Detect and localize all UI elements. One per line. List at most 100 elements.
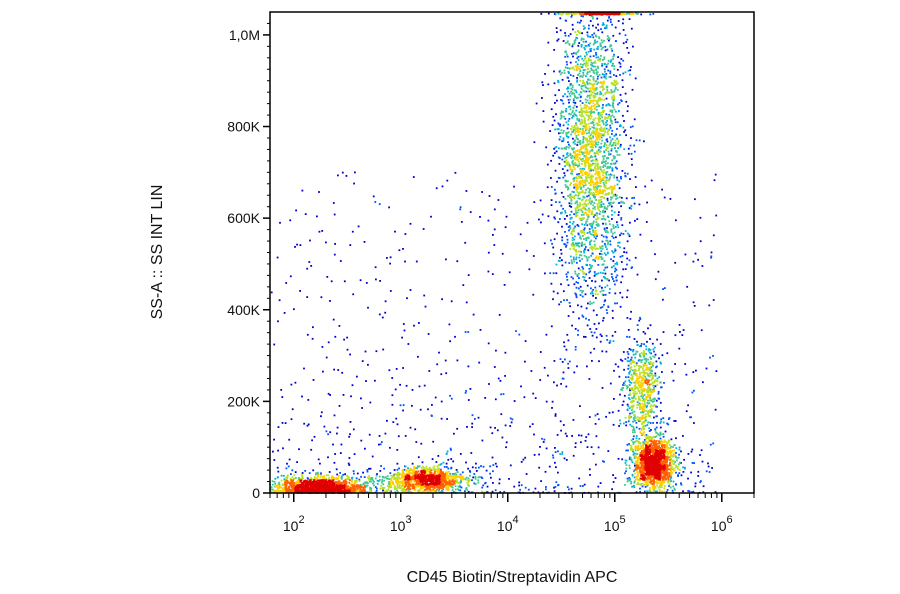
event-point: [584, 272, 586, 275]
event-point: [588, 117, 590, 119]
event-point: [613, 250, 616, 253]
event-point: [505, 215, 508, 218]
event-point: [592, 309, 595, 312]
event-point: [583, 227, 586, 230]
event-point: [608, 113, 611, 116]
event-point: [605, 172, 607, 175]
event-point: [589, 96, 592, 99]
event-point: [646, 389, 649, 392]
event-point: [365, 282, 368, 284]
event-point: [501, 252, 504, 255]
event-point: [605, 229, 608, 232]
event-point: [583, 335, 585, 338]
event-point: [611, 129, 614, 132]
event-point: [552, 115, 555, 118]
event-point: [699, 216, 702, 219]
event-point: [415, 485, 418, 487]
event-point: [445, 488, 448, 491]
event-point: [405, 384, 408, 387]
event-point: [630, 458, 633, 461]
event-point: [568, 164, 571, 166]
event-point: [553, 360, 556, 362]
event-point: [687, 453, 690, 455]
event-point: [607, 130, 609, 132]
event-point: [583, 119, 586, 121]
event-point: [585, 75, 587, 78]
event-point: [465, 487, 467, 490]
event-point: [557, 484, 560, 486]
event-point: [597, 81, 600, 84]
event-point: [641, 389, 644, 392]
event-point: [576, 141, 579, 144]
event-point: [513, 400, 516, 402]
event-point: [460, 481, 462, 483]
event-point: [644, 486, 647, 488]
event-point: [609, 339, 612, 342]
event-point: [398, 474, 401, 477]
event-point: [637, 344, 639, 346]
event-point: [641, 399, 644, 402]
event-point: [494, 489, 497, 492]
event-point: [281, 422, 284, 424]
event-point: [697, 258, 699, 261]
event-point: [562, 132, 564, 134]
event-point: [585, 155, 588, 157]
event-point: [587, 249, 590, 252]
event-point: [627, 479, 630, 481]
event-point: [583, 243, 586, 246]
event-point: [492, 464, 495, 466]
event-point: [578, 175, 581, 178]
event-point: [589, 188, 591, 191]
event-point: [647, 387, 649, 389]
event-point: [651, 487, 654, 489]
event-point: [583, 276, 586, 279]
event-point: [571, 45, 574, 48]
event-point: [609, 166, 612, 168]
event-point: [571, 155, 574, 157]
event-point: [592, 102, 595, 105]
event-point: [598, 360, 600, 363]
event-point: [601, 84, 604, 87]
event-point: [578, 250, 580, 253]
event-point: [340, 478, 343, 480]
event-point: [593, 245, 596, 247]
event-point: [594, 258, 597, 261]
event-point: [584, 164, 587, 167]
event-point: [586, 259, 589, 262]
event-point: [596, 129, 599, 132]
event-point: [592, 162, 595, 165]
event-point: [616, 143, 619, 145]
event-point: [623, 13, 626, 15]
event-point: [670, 438, 673, 441]
event-point: [606, 171, 609, 173]
event-point: [601, 73, 604, 75]
event-point: [632, 420, 634, 423]
event-point: [570, 113, 572, 116]
event-point: [576, 211, 579, 214]
event-point: [624, 71, 627, 74]
event-point: [570, 125, 573, 128]
event-point: [325, 474, 328, 477]
event-point: [584, 144, 586, 147]
event-point: [323, 425, 326, 428]
event-point: [445, 471, 448, 474]
event-point: [628, 379, 630, 382]
event-point: [301, 477, 304, 480]
event-point: [614, 363, 617, 366]
event-point: [611, 213, 613, 216]
event-point: [649, 374, 651, 377]
event-point: [348, 435, 351, 438]
event-point: [611, 144, 613, 147]
event-point: [574, 39, 577, 41]
event-point: [403, 329, 406, 332]
event-point: [571, 222, 574, 225]
event-point: [488, 195, 491, 197]
event-point: [396, 462, 399, 465]
event-point: [604, 266, 607, 269]
event-point: [551, 242, 553, 245]
event-point: [599, 252, 601, 255]
event-point: [661, 354, 664, 357]
event-point: [609, 45, 611, 48]
event-point: [636, 456, 638, 459]
event-point: [581, 291, 583, 294]
